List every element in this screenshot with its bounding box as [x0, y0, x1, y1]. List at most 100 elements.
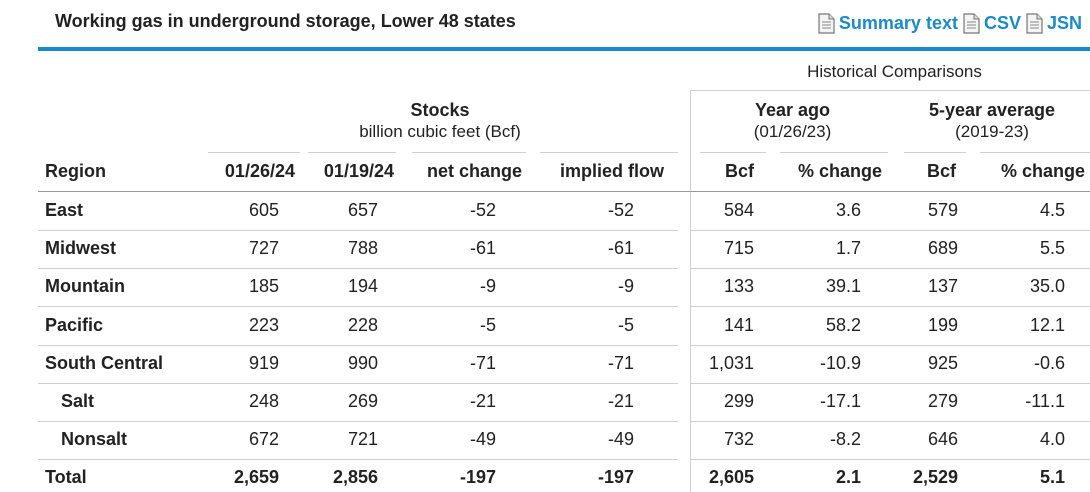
summary-text-link[interactable]: Summary text: [818, 13, 958, 34]
cell-five-year-bcf: 279: [927, 391, 958, 411]
cell-year-ago-bcf: 1,031: [708, 352, 754, 373]
cell-year-ago-pct: 39.1: [825, 276, 861, 297]
stocks-column-rule: [412, 152, 526, 153]
column-header-net-change: net change: [426, 161, 522, 181]
row-divider: [691, 230, 1090, 231]
cell-five-year-bcf: 579: [927, 200, 958, 220]
row-divider: [691, 459, 1090, 460]
download-links: Summary text CSV JSN: [813, 13, 1082, 34]
cell-five-year-pct: -11.1: [1025, 391, 1065, 411]
cell-net-change: -71: [469, 352, 496, 373]
cell-year-ago-pct: -10.9: [819, 352, 861, 373]
cell-five-year-pct: 5.1: [1039, 467, 1065, 488]
row-divider: [38, 421, 678, 422]
year-ago-heading: Year ago: [754, 100, 831, 120]
cell-stocks-current: 185: [248, 276, 279, 297]
row-divider: [38, 306, 678, 307]
row-region-label: Pacific: [45, 314, 104, 335]
cell-stocks-prior: 228: [347, 314, 378, 335]
cell-net-change: -49: [469, 429, 496, 450]
column-header-implied-flow: implied flow: [559, 161, 664, 181]
historical-header-rule: [691, 90, 1090, 91]
cell-five-year-pct: 5.5: [1039, 238, 1065, 259]
stocks-column-rule: [308, 152, 396, 153]
row-divider: [691, 268, 1090, 269]
title-divider: [38, 47, 1090, 51]
cell-year-ago-bcf: 133: [723, 276, 754, 297]
column-header-year-ago-pct: % change: [797, 161, 882, 181]
cell-year-ago-bcf: 732: [723, 429, 754, 450]
cell-year-ago-pct: -17.1: [819, 391, 861, 411]
cell-stocks-prior: 990: [347, 352, 378, 373]
cell-implied-flow: -49: [607, 429, 634, 450]
cell-five-year-pct: 35.0: [1029, 276, 1065, 297]
cell-stocks-prior: 2,856: [332, 467, 378, 488]
cell-net-change: -5: [479, 314, 496, 335]
stocks-unit: billion cubic feet (Bcf): [359, 122, 521, 141]
cell-year-ago-bcf: 141: [723, 314, 754, 335]
cell-five-year-pct: 4.5: [1039, 200, 1065, 220]
stocks-column-rule: [540, 152, 678, 153]
column-header-current-week: 01/26/24: [224, 161, 295, 181]
year-ago-date: (01/26/23): [753, 122, 832, 141]
cell-net-change: -61: [469, 238, 496, 259]
cell-stocks-prior: 657: [347, 200, 378, 220]
cell-net-change: -9: [479, 276, 496, 297]
cell-net-change: -197: [459, 467, 496, 488]
cell-five-year-pct: 4.0: [1039, 429, 1065, 450]
cell-stocks-current: 727: [248, 238, 279, 259]
row-region-label: Nonsalt: [61, 429, 128, 450]
row-divider: [38, 459, 678, 460]
cell-implied-flow: -9: [617, 276, 634, 297]
column-header-year-ago-bcf: Bcf: [724, 161, 754, 181]
cell-net-change: -52: [469, 200, 496, 220]
five-year-average-heading: 5-year average: [928, 100, 1056, 120]
row-region-label: East: [45, 200, 84, 220]
cell-implied-flow: -21: [607, 391, 634, 411]
cell-implied-flow: -71: [607, 352, 634, 373]
cell-stocks-current: 223: [248, 314, 279, 335]
cell-year-ago-pct: 3.6: [835, 200, 861, 220]
column-header-region: Region: [45, 161, 106, 181]
cell-year-ago-bcf: 299: [723, 391, 754, 411]
cell-year-ago-pct: -8.2: [829, 429, 861, 450]
row-divider: [38, 268, 678, 269]
json-link[interactable]: JSN: [1026, 13, 1082, 34]
column-header-five-year-bcf: Bcf: [926, 161, 956, 181]
row-region-label: Salt: [61, 391, 95, 411]
cell-implied-flow: -5: [617, 314, 634, 335]
csv-link[interactable]: CSV: [963, 13, 1021, 34]
row-divider: [691, 421, 1090, 422]
row-region-label: Mountain: [45, 276, 125, 297]
cell-five-year-bcf: 137: [927, 276, 958, 297]
cell-five-year-bcf: 2,529: [912, 467, 958, 488]
cell-year-ago-pct: 1.7: [835, 238, 861, 259]
row-divider: [691, 383, 1090, 384]
document-icon: [963, 13, 980, 34]
cell-stocks-prior: 788: [347, 238, 378, 259]
csv-label: CSV: [983, 13, 1021, 33]
column-header-prior-week: 01/19/24: [323, 161, 394, 181]
row-region-label: South Central: [45, 352, 164, 373]
column-header-five-year-pct: % change: [1000, 161, 1085, 181]
cell-stocks-current: 919: [248, 352, 279, 373]
cell-implied-flow: -52: [607, 200, 634, 220]
row-divider: [38, 345, 678, 346]
cell-stocks-prior: 194: [347, 276, 378, 297]
row-region-label: Midwest: [45, 238, 117, 259]
historical-comparisons-heading: Historical Comparisons: [807, 62, 982, 81]
document-icon: [1026, 13, 1043, 34]
stocks-column-rule: [208, 152, 300, 153]
cell-stocks-current: 248: [248, 391, 279, 411]
cell-year-ago-pct: 58.2: [825, 314, 861, 335]
historical-column-rule: [904, 152, 966, 153]
row-divider: [691, 345, 1090, 346]
summary-text-label: Summary text: [838, 13, 958, 33]
historical-column-rule: [780, 152, 888, 153]
cell-five-year-bcf: 199: [927, 314, 958, 335]
row-divider: [38, 383, 678, 384]
row-divider: [691, 306, 1090, 307]
row-divider: [38, 230, 678, 231]
cell-implied-flow: -197: [597, 467, 634, 488]
historical-column-rule: [980, 152, 1090, 153]
